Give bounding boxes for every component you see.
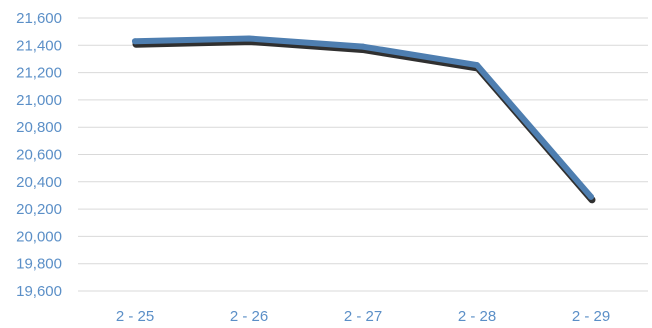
x-axis-tick-labels: 2 - 25 2 - 26 2 - 27 2 - 28 2 - 29	[116, 308, 610, 325]
x-tick-label: 2 - 26	[230, 308, 268, 325]
data-point	[246, 35, 252, 42]
data-point	[588, 193, 594, 200]
x-tick-label: 2 - 28	[458, 308, 496, 325]
data-point	[474, 62, 480, 69]
y-tick-label: 21,400	[16, 37, 62, 54]
y-tick-label: 20,200	[16, 201, 62, 218]
gridlines	[78, 17, 648, 292]
x-tick-label: 2 - 29	[572, 308, 610, 325]
series-line	[132, 35, 594, 200]
y-tick-label: 20,800	[16, 119, 62, 136]
y-axis-tick-labels: 19,600 19,800 20,000 20,200 20,400 20,600 20,8…	[16, 10, 62, 300]
y-tick-label: 19,800	[16, 256, 62, 273]
y-tick-label: 19,600	[16, 283, 62, 300]
data-point	[360, 43, 366, 50]
data-point	[132, 38, 138, 45]
y-tick-label: 20,000	[16, 228, 62, 245]
y-tick-label: 21,600	[16, 10, 62, 27]
x-tick-label: 2 - 25	[116, 308, 154, 325]
y-tick-label: 21,000	[16, 92, 62, 109]
y-tick-label: 20,600	[16, 147, 62, 164]
y-tick-label: 21,200	[16, 65, 62, 82]
y-tick-label: 20,400	[16, 174, 62, 191]
series-group	[132, 35, 596, 204]
x-tick-label: 2 - 27	[344, 308, 382, 325]
